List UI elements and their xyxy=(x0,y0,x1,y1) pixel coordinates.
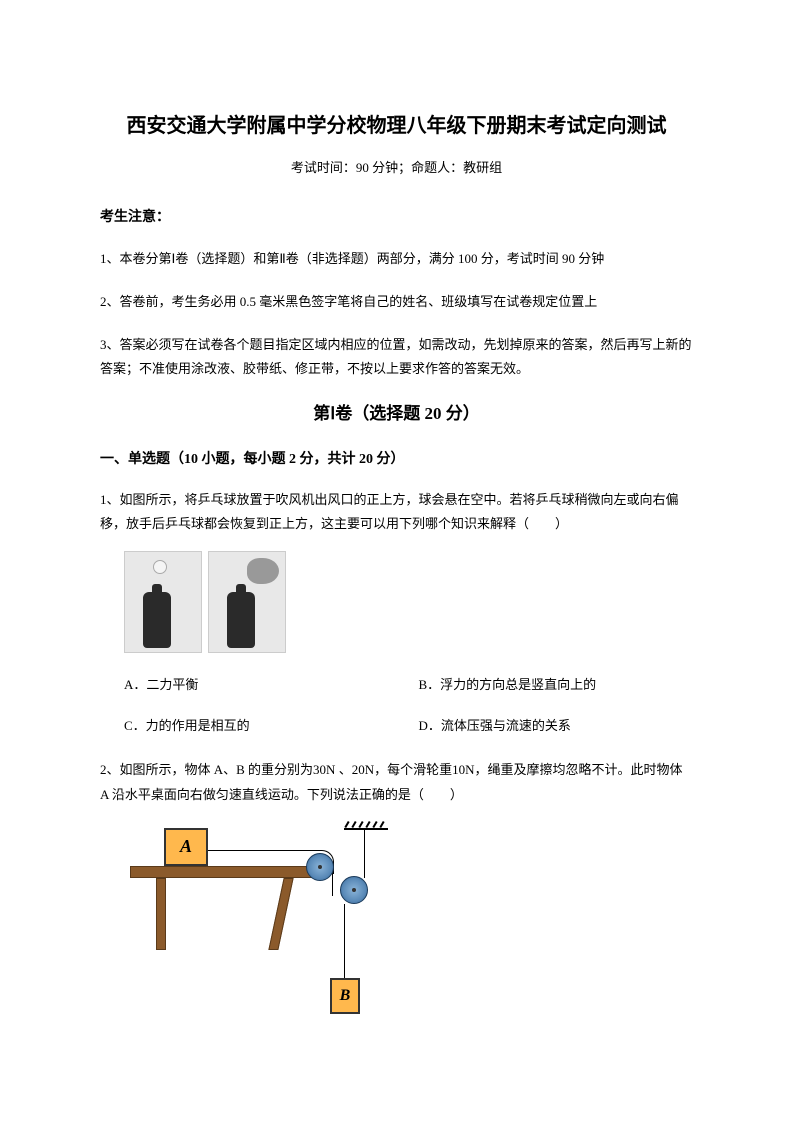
rope-segment xyxy=(364,830,365,878)
figure-hairdryer-hand xyxy=(208,551,286,653)
hand-icon xyxy=(247,558,279,584)
hairdryer-icon xyxy=(143,592,171,648)
block-a: A xyxy=(164,828,208,866)
question-2-figure: A B xyxy=(130,822,390,1022)
rope-segment xyxy=(344,904,345,980)
notice-item-2: 2、答卷前，考生务必用 0.5 毫米黑色签字笔将自己的姓名、班级填写在试卷规定位… xyxy=(100,290,693,315)
table-top xyxy=(130,866,324,878)
question-1-figures xyxy=(124,551,693,653)
pingpong-ball-icon xyxy=(153,560,167,574)
notice-item-1: 1、本卷分第Ⅰ卷（选择题）和第Ⅱ卷（非选择题）两部分，满分 100 分，考试时间… xyxy=(100,247,693,272)
question-1-options: A．二力平衡 B．浮力的方向总是竖直向上的 C．力的作用是相互的 D．流体压强与… xyxy=(124,675,693,737)
rope-segment xyxy=(208,850,318,851)
option-c: C．力的作用是相互的 xyxy=(124,716,399,737)
question-1-text: 1、如图所示，将乒乓球放置于吹风机出风口的正上方，球会悬在空中。若将乒乓球稍微向… xyxy=(100,488,693,537)
rope-segment xyxy=(332,872,333,896)
table-leg xyxy=(156,878,166,950)
section-1-header: 第Ⅰ卷（选择题 20 分） xyxy=(100,400,693,427)
block-b: B xyxy=(330,978,360,1014)
ceiling-mount xyxy=(344,822,388,830)
notice-header: 考生注意： xyxy=(100,207,693,229)
fixed-pulley-icon xyxy=(306,853,334,881)
page-title: 西安交通大学附属中学分校物理八年级下册期末考试定向测试 xyxy=(100,110,693,142)
option-b: B．浮力的方向总是竖直向上的 xyxy=(419,675,694,696)
option-d: D．流体压强与流速的关系 xyxy=(419,716,694,737)
movable-pulley-icon xyxy=(340,876,368,904)
hairdryer-icon xyxy=(227,592,255,648)
question-2-text: 2、如图所示，物体 A、B 的重分别为30N 、20N，每个滑轮重10N，绳重及… xyxy=(100,758,693,807)
subsection-1: 一、单选题（10 小题，每小题 2 分，共计 20 分） xyxy=(100,449,693,471)
option-a: A．二力平衡 xyxy=(124,675,399,696)
exam-subtitle: 考试时间：90 分钟；命题人：教研组 xyxy=(100,158,693,179)
notice-item-3: 3、答案必须写在试卷各个题目指定区域内相应的位置，如需改动，先划掉原来的答案，然… xyxy=(100,333,693,382)
figure-hairdryer-ball xyxy=(124,551,202,653)
table-leg xyxy=(268,878,293,950)
